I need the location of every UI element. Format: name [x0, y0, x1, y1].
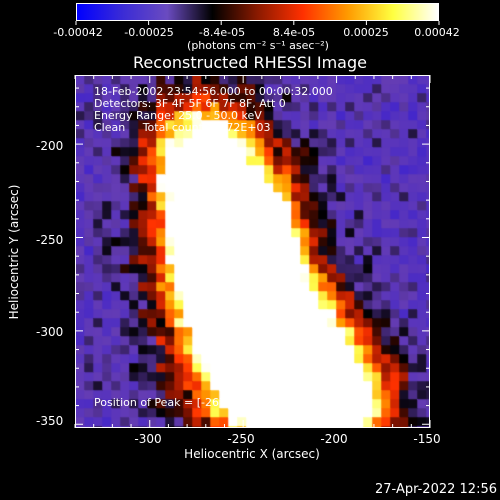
x-tick-label: -150 [413, 432, 441, 446]
colorbar-tick: -0.00025 [124, 26, 174, 39]
heatmap-image [75, 75, 430, 428]
y-tick-label: -250 [36, 233, 64, 247]
plot-area: 18-Feb-2002 23:54:56.000 to 00:00:32.000… [75, 75, 430, 428]
x-tick-label: -200 [320, 432, 348, 446]
annotation-peak: Position of Peak = [-267,-254] [94, 396, 259, 409]
x-tick-label: -300 [134, 432, 162, 446]
y-tick-label: -300 [36, 325, 64, 339]
annotation-energy: Energy Range: 25.0 - 50.0 keV [94, 109, 262, 122]
x-axis-label: Heliocentric X (arcsec) [184, 447, 320, 461]
x-tick-label: -250 [227, 432, 255, 446]
annotation-detectors: Detectors: 3F 4F 5F 6F 7F 8F, Att 0 [94, 97, 286, 110]
annotation-counts: Clean Total counts: 4.72E+03 [94, 121, 271, 134]
y-tick-label: -200 [36, 139, 64, 153]
chart-title: Reconstructed RHESSI Image [133, 53, 367, 72]
colorbar-tick: 8.4e-05 [272, 26, 316, 39]
colorbar-tick: 0.00025 [343, 26, 389, 39]
y-axis-label: Heliocentric Y (arcsec) [7, 184, 21, 320]
colorbar-tick: 0.00042 [414, 26, 460, 39]
timestamp: 27-Apr-2022 12:56 [375, 482, 497, 497]
colorbar-tick: -0.00042 [53, 26, 103, 39]
annotation-time: 18-Feb-2002 23:54:56.000 to 00:00:32.000 [94, 85, 333, 98]
colorbar [76, 3, 439, 21]
colorbar-tick: -8.4e-05 [198, 26, 246, 39]
y-tick-label: -350 [36, 414, 64, 428]
colorbar-units: (photons cm⁻² s⁻¹ asec⁻²) [187, 39, 329, 52]
